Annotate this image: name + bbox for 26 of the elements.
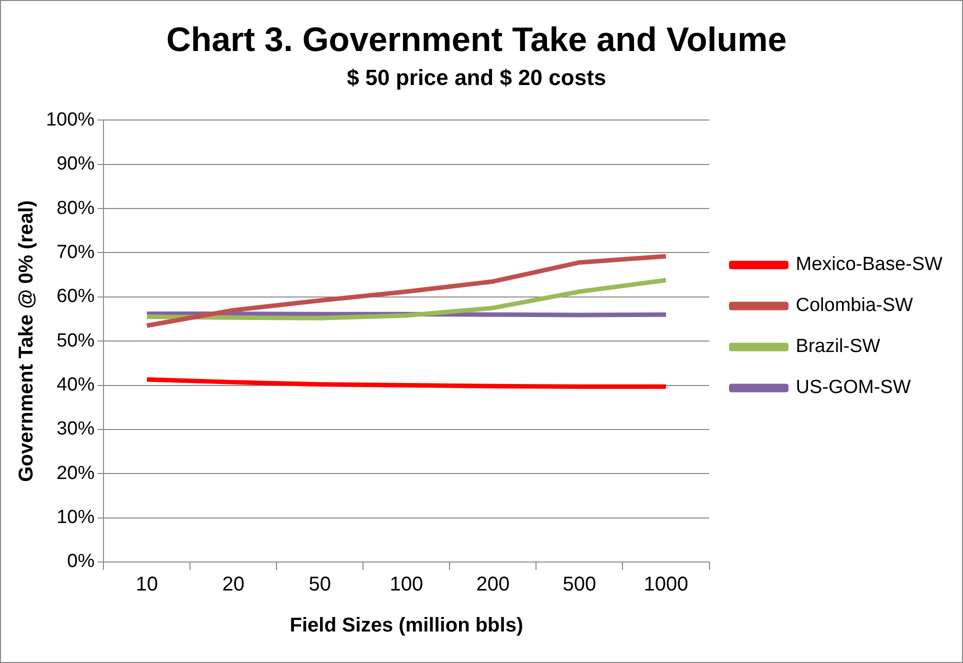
x-axis-title: Field Sizes (million bbls) — [290, 614, 524, 637]
chart-subtitle: $ 50 price and $ 20 costs — [346, 65, 606, 90]
y-tick-label: 100% — [46, 109, 95, 130]
legend-label: US-GOM-SW — [796, 377, 911, 398]
legend-label: Brazil-SW — [796, 336, 880, 358]
y-tick-label: 10% — [56, 507, 95, 528]
x-tick-label: 20 — [222, 574, 245, 596]
y-tick-label: 0% — [67, 551, 95, 572]
y-tick-label: 20% — [56, 462, 95, 484]
y-tick-label: 60% — [56, 286, 95, 308]
y-tick-label: 70% — [56, 242, 95, 263]
y-tick-label: 90% — [56, 154, 95, 175]
chart-title: Chart 3. Government Take and Volume — [166, 20, 787, 59]
y-axis-title: Government Take @ 0% (real) — [16, 200, 38, 482]
y-tick-label: 40% — [56, 374, 95, 396]
x-tick-label: 1000 — [644, 574, 688, 596]
y-tick-label: 80% — [56, 198, 95, 219]
legend-label: Mexico-Base-SW — [796, 254, 943, 276]
y-tick-label: 30% — [56, 418, 95, 440]
x-tick-label: 200 — [476, 574, 510, 596]
y-tick-label: 50% — [56, 330, 95, 352]
x-tick-label: 50 — [308, 574, 332, 596]
x-tick-label: 10 — [136, 574, 158, 596]
legend-label: Colombia-SW — [796, 295, 914, 316]
x-tick-label: 100 — [390, 574, 424, 596]
x-tick-label: 500 — [562, 574, 596, 596]
